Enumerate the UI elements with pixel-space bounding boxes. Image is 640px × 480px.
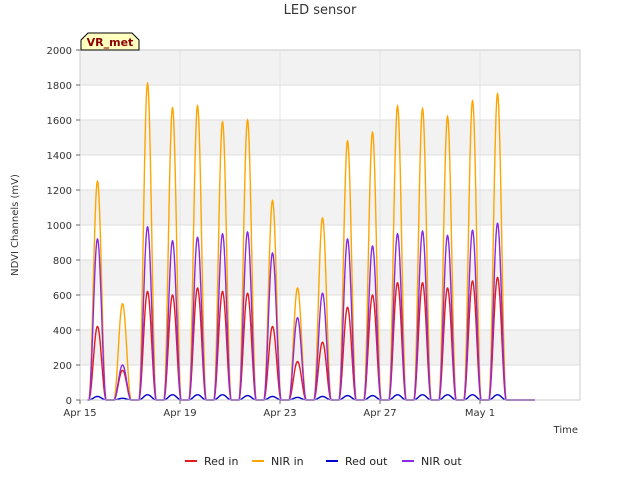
band-4	[80, 225, 580, 260]
x-tick-label: Apr 27	[363, 408, 396, 419]
band-7	[80, 120, 580, 155]
legend-item-nir-in: NIR in	[252, 455, 304, 468]
y-tick-label: 200	[53, 361, 72, 372]
legend-label: NIR out	[421, 455, 462, 468]
axes: 0 200 400 600 800 1000 1200 1400 1600 1800 2000 Apr…	[47, 46, 581, 419]
band-6	[80, 155, 580, 190]
chart-title: LED sensor	[284, 3, 357, 18]
y-tick-label: 1200	[47, 186, 72, 197]
legend-item-nir-out: NIR out	[402, 455, 462, 468]
y-tick-label: 800	[53, 256, 72, 267]
band-9	[80, 50, 580, 85]
station-badge: VR_met	[80, 32, 140, 51]
x-axis-title: Time	[553, 425, 578, 436]
x-tick-label: Apr 15	[63, 408, 96, 419]
y-tick-label: 2000	[47, 46, 72, 57]
band-5	[80, 190, 580, 225]
legend-label: NIR in	[271, 455, 304, 468]
legend-item-red-out: Red out	[326, 455, 388, 468]
y-tick-label: 1000	[47, 221, 72, 232]
badge-label: VR_met	[87, 36, 134, 49]
legend-label: Red out	[345, 455, 388, 468]
band-2	[80, 295, 580, 330]
legend-item-red-in: Red in	[185, 455, 238, 468]
band-3	[80, 260, 580, 295]
badge-shape	[80, 32, 140, 51]
y-tick-label: 1600	[47, 116, 72, 127]
x-tick-label: Apr 19	[163, 408, 196, 419]
band-1	[80, 330, 580, 365]
y-axis-title: NDVI Channels (mV)	[10, 174, 21, 276]
y-tick-label: 1400	[47, 151, 72, 162]
legend-label: Red in	[204, 455, 238, 468]
x-tick-label: Apr 23	[263, 408, 296, 419]
x-tick-label: May 1	[465, 408, 495, 419]
y-tick-label: 600	[53, 291, 72, 302]
legend: Red in NIR in Red out NIR out	[185, 455, 462, 468]
y-tick-label: 400	[53, 326, 72, 337]
y-tick-label: 0	[66, 396, 72, 407]
y-tick-label: 1800	[47, 81, 72, 92]
band-8	[80, 85, 580, 120]
plot-background	[80, 50, 580, 400]
